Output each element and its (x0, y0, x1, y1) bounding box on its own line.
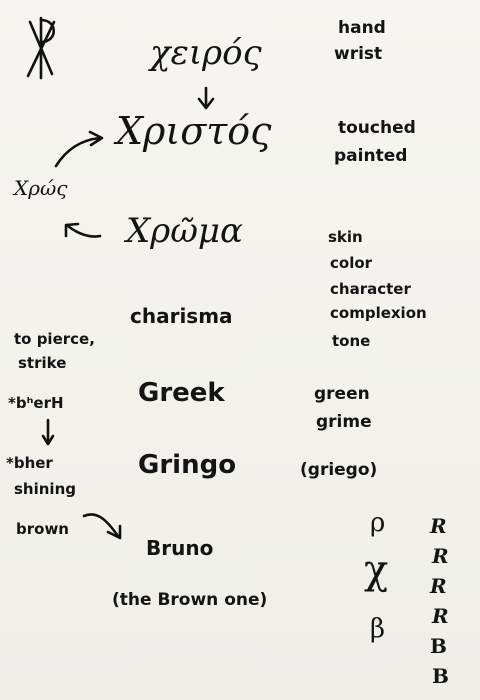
word-chros: Χρώς (14, 176, 68, 200)
note-root-bherh: *bʰerH (8, 394, 64, 412)
note-shining: shining (14, 480, 76, 498)
word-charisma: charisma (130, 304, 233, 328)
down-arrow-icon (197, 86, 215, 110)
word-brown-one: (the Brown one) (112, 590, 268, 610)
word-greek: Greek (138, 378, 225, 408)
letter-form-2: R (430, 574, 447, 598)
note-strike: strike (18, 354, 67, 372)
left-arrow-icon (64, 222, 102, 238)
note-skin: skin (328, 228, 363, 246)
letter-form-4: B (430, 634, 447, 658)
brown-arrow-icon (82, 513, 122, 540)
note-touched: touched (338, 118, 416, 138)
note-to-pierce: to pierce, (14, 330, 95, 348)
letter-form-3: R (432, 604, 449, 628)
note-green: green (314, 384, 370, 404)
root-arrow-icon (41, 418, 55, 446)
note-tone: tone (332, 332, 371, 350)
letter-chi: χ (364, 547, 389, 593)
note-character: character (330, 280, 411, 298)
letter-rho: ρ (370, 508, 386, 538)
note-grime: grime (316, 412, 372, 432)
note-complexion: complexion (330, 304, 427, 322)
letter-form-1: R (432, 544, 449, 568)
word-christos: Χριστός (116, 109, 272, 153)
note-griego: (griego) (300, 460, 378, 480)
word-gringo: Gringo (138, 450, 237, 480)
letter-beta: β (370, 614, 386, 644)
note-hand: hand (338, 18, 386, 38)
letter-form-0: R (430, 514, 447, 538)
note-color: color (330, 254, 373, 272)
word-bruno: Bruno (146, 536, 214, 560)
word-chroma: Χρῶμα (126, 211, 243, 251)
letter-form-5: B (432, 664, 449, 688)
note-painted: painted (334, 146, 408, 166)
note-wrist: wrist (334, 44, 383, 64)
word-cheiros: χειρός (150, 33, 262, 73)
note-root-bher: *bher (6, 454, 53, 472)
note-brown: brown (16, 520, 69, 538)
curved-arrow-icon (54, 130, 104, 168)
